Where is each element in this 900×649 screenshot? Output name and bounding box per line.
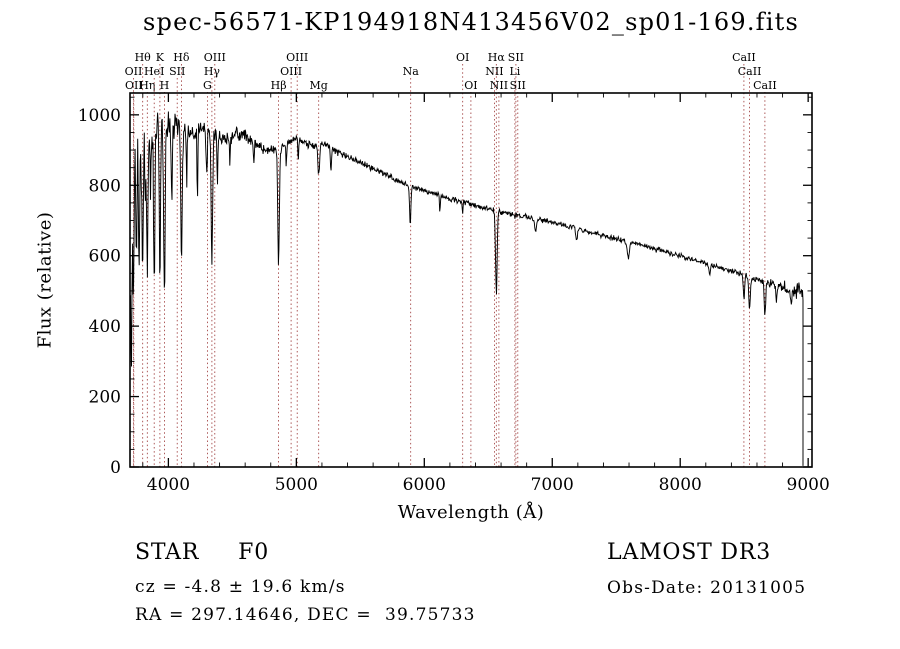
y-tick-label: 800 <box>89 176 121 196</box>
line-marker-label: Mg <box>310 79 328 92</box>
y-tick-label: 1000 <box>78 106 121 126</box>
line-marker-label: Hθ <box>135 51 152 64</box>
line-marker-label: OIII <box>204 51 226 64</box>
ra-dec: RA = 297.14646, DEC = 39.75733 <box>135 605 476 625</box>
y-tick-label: 400 <box>89 317 121 337</box>
object-class-label: STAR F0 <box>135 540 270 565</box>
spectrum-line <box>130 111 804 466</box>
line-marker-label: Hη <box>139 79 155 92</box>
line-marker-label: OIII <box>286 51 308 64</box>
axis-box <box>129 92 813 468</box>
line-marker-label: OII <box>125 65 143 78</box>
line-marker-label: CaII <box>732 51 756 64</box>
line-marker-label: NII <box>490 79 508 92</box>
line-marker-label: SII <box>510 79 526 92</box>
y-tick-label: 200 <box>89 388 121 408</box>
x-tick-label: 7000 <box>531 475 574 495</box>
line-marker-label: HeI <box>144 65 164 78</box>
line-marker-label: NII <box>485 65 503 78</box>
line-marker-label: Hβ <box>271 79 287 92</box>
cz-value: cz = -4.8 ± 19.6 km/s <box>135 577 346 597</box>
x-axis-label: Wavelength (Å) <box>397 502 545 523</box>
line-marker-label: CaII <box>753 79 777 92</box>
x-tick-label: 9000 <box>787 475 830 495</box>
line-marker-label: Hα <box>488 51 506 64</box>
line-marker-label: K <box>156 51 165 64</box>
line-marker-label: OIII <box>280 65 302 78</box>
line-marker-label: H <box>160 79 170 92</box>
line-marker-label: OII <box>125 79 143 92</box>
x-tick-label: 5000 <box>275 475 318 495</box>
line-marker-label: OI <box>464 79 477 92</box>
line-marker-label: Na <box>403 65 420 78</box>
axis-ticks <box>130 93 812 468</box>
line-marker-label: Hγ <box>204 65 221 78</box>
survey-label: LAMOST DR3 <box>607 540 771 565</box>
x-tick-label: 4000 <box>147 475 190 495</box>
y-tick-label: 0 <box>110 458 121 478</box>
line-marker-label: SII <box>508 51 524 64</box>
x-tick-label: 6000 <box>403 475 446 495</box>
line-marker-label: SII <box>169 65 185 78</box>
line-marker-label: Hδ <box>173 51 190 64</box>
line-marker-label: CaII <box>738 65 762 78</box>
spectral-line-markers: OIIOIIHθHηHeIKHSIIHδGHγOIIIHβOIIIOIIIMgN… <box>125 51 777 467</box>
line-marker-label: G <box>203 79 212 92</box>
line-marker-label: Li <box>509 65 520 78</box>
y-tick-label: 600 <box>89 247 121 267</box>
line-marker-label: OI <box>456 51 469 64</box>
plot-title: spec-56571-KP194918N413456V02_sp01-169.f… <box>143 8 799 36</box>
x-tick-label: 8000 <box>659 475 702 495</box>
obs-date: Obs-Date: 20131005 <box>607 578 807 598</box>
